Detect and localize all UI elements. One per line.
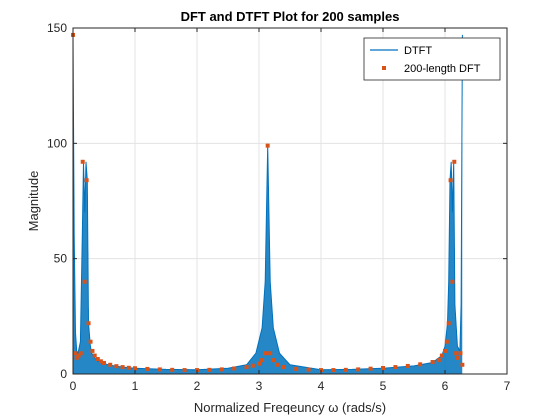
x-tick-label: 2: [194, 379, 201, 393]
dft-marker: [268, 351, 273, 356]
y-tick-label: 50: [54, 252, 68, 266]
legend: DTFT 200-length DFT: [363, 37, 501, 81]
dft-marker: [207, 367, 212, 372]
dft-marker: [88, 339, 93, 344]
dft-marker: [436, 358, 441, 363]
dft-marker: [108, 362, 113, 367]
dft-marker: [448, 178, 453, 183]
y-axis-label: Magnitude: [26, 171, 41, 232]
x-tick-label: 3: [256, 379, 263, 393]
y-tick-label: 150: [47, 21, 67, 35]
dft-marker: [405, 363, 410, 368]
dft-marker: [343, 367, 348, 372]
dft-marker: [456, 355, 461, 360]
dft-marker: [232, 366, 237, 371]
dft-marker: [368, 366, 373, 371]
dft-marker: [219, 367, 224, 372]
chart-title: DFT and DTFT Plot for 200 samples: [181, 9, 400, 24]
dft-marker: [460, 362, 465, 367]
dtft-oscillation: [72, 34, 463, 374]
dft-marker: [381, 366, 385, 371]
x-tick-label: 4: [318, 379, 325, 393]
dft-marker: [86, 321, 91, 326]
dft-marker: [458, 351, 463, 356]
dft-marker: [430, 360, 435, 365]
x-tick-label: 5: [380, 379, 387, 393]
x-tick-label: 0: [70, 379, 77, 393]
axis-ticks: 0 1 2 3 4 5 6 7 0 50 100 150: [47, 21, 511, 393]
dft-marker: [331, 368, 336, 373]
dft-marker: [74, 355, 79, 360]
dft-marker: [260, 358, 265, 363]
dft-marker: [126, 365, 131, 370]
dtft-series: [72, 34, 463, 374]
x-tick-label: 7: [504, 379, 511, 393]
dft-marker: [170, 367, 175, 372]
dft-marker: [133, 366, 137, 371]
dft-marker: [78, 351, 83, 356]
dft-marker: [393, 365, 398, 370]
dft-marker: [80, 159, 85, 164]
dft-marker: [92, 353, 97, 358]
legend-dtft-label: DTFT: [404, 45, 432, 57]
dft-marker: [294, 366, 299, 371]
dft-marker: [418, 362, 423, 367]
dft-marker: [271, 358, 276, 363]
dft-marker: [90, 348, 95, 353]
dft-marker: [452, 159, 457, 164]
dft-series: [71, 32, 465, 373]
dft-marker: [157, 367, 162, 372]
y-tick-label: 0: [60, 367, 67, 381]
dft-marker: [114, 364, 119, 369]
dft-marker: [98, 359, 103, 364]
dft-marker: [306, 367, 311, 372]
dft-marker: [102, 360, 106, 365]
dft-marker: [446, 321, 451, 326]
x-tick-label: 1: [132, 379, 139, 393]
dft-marker: [82, 279, 87, 284]
dft-marker: [182, 368, 187, 373]
dft-marker: [281, 365, 286, 370]
legend-box: [363, 37, 501, 81]
dft-marker: [444, 339, 449, 344]
dft-marker: [454, 351, 459, 356]
dft-marker: [244, 365, 249, 370]
dft-marker: [145, 366, 150, 371]
dft-marker: [443, 348, 447, 353]
dft-marker: [439, 353, 444, 358]
axes-box: [72, 27, 508, 375]
dft-marker: [250, 363, 255, 368]
dft-marker: [76, 353, 81, 358]
dft-marker: [84, 178, 89, 183]
x-tick-label: 6: [442, 379, 449, 393]
dft-marker: [72, 351, 77, 356]
y-tick-label: 100: [47, 136, 67, 150]
dft-marker: [263, 351, 268, 356]
legend-dft-label: 200-length DFT: [404, 63, 481, 75]
legend-dft-swatch: [382, 66, 386, 70]
x-axis-label: Normalized Freqeuncy ω (rads/s): [194, 400, 386, 415]
dft-marker: [120, 365, 125, 370]
dft-marker: [356, 367, 361, 372]
dft-marker: [450, 279, 455, 284]
dft-marker: [275, 362, 280, 367]
dft-marker: [95, 357, 100, 362]
dft-marker: [265, 143, 270, 148]
dft-marker: [257, 361, 261, 366]
